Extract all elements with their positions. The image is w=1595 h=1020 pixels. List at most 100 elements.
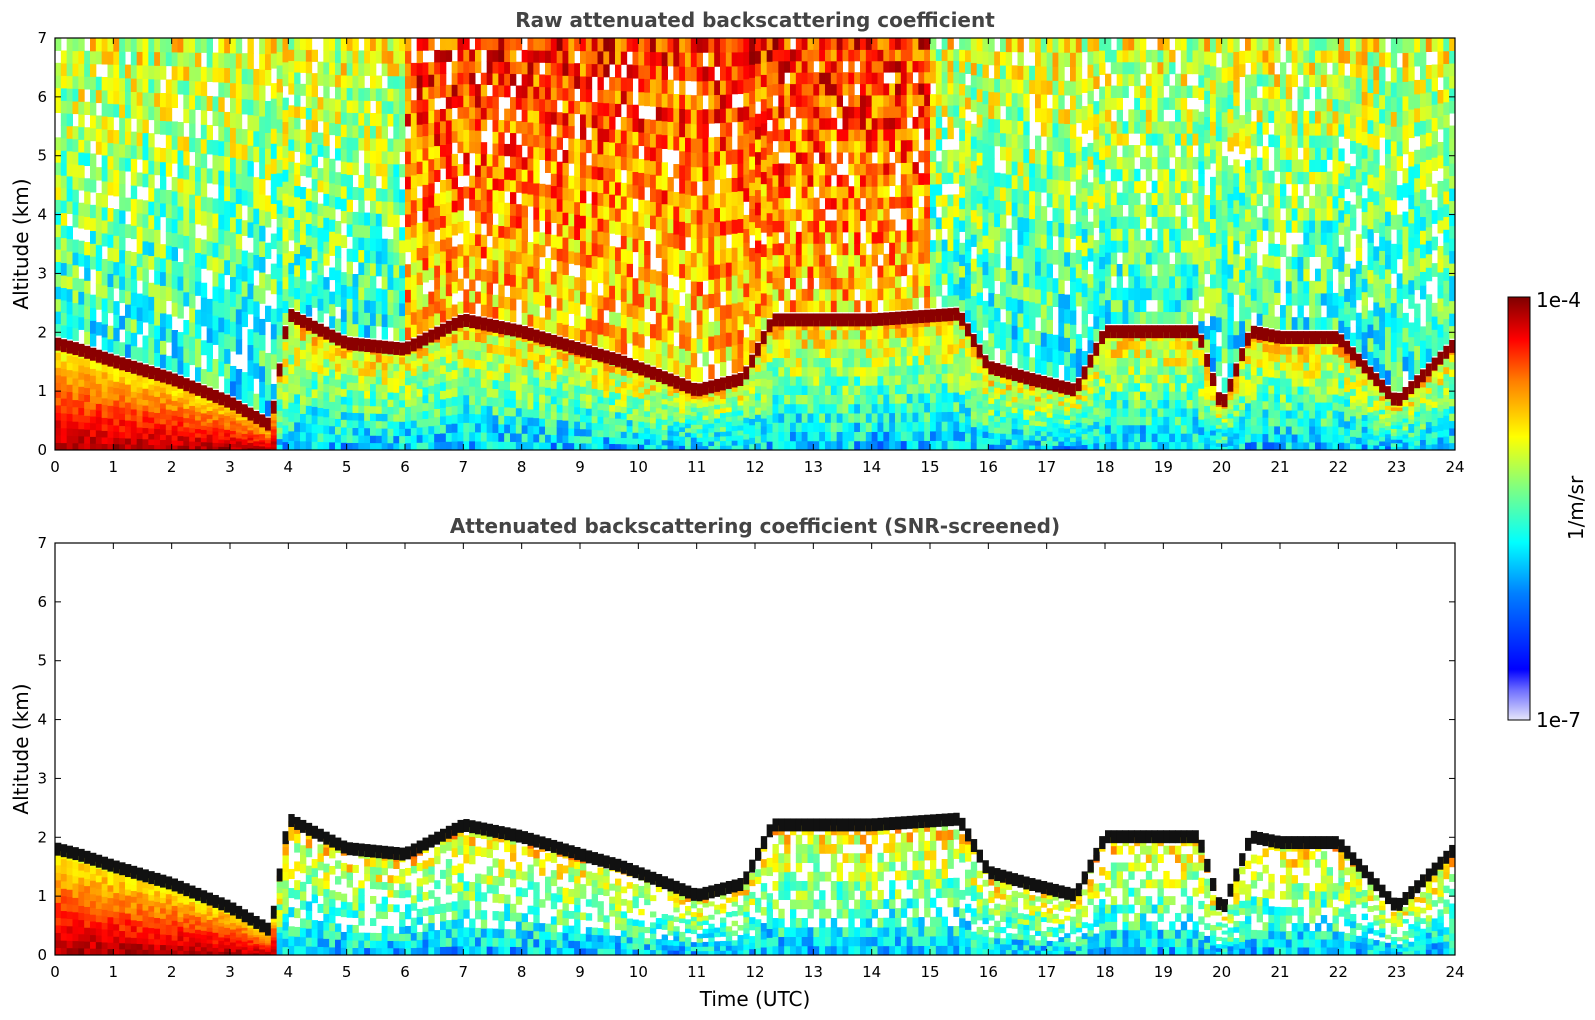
heatmap-cell: [690, 352, 698, 368]
heatmap-cell: [661, 79, 668, 94]
heatmap-cell: [492, 73, 499, 86]
heatmap-cell: [55, 236, 62, 250]
cloud-layer-cell: [673, 375, 680, 389]
heatmap-cell: [755, 407, 762, 415]
heatmap-cell: [591, 217, 598, 231]
cloud-layer-cell: [84, 345, 91, 359]
heatmap-cell: [206, 356, 213, 372]
heatmap-cell: [235, 434, 243, 439]
heatmap-cell: [848, 431, 855, 442]
heatmap-cell: [72, 327, 79, 341]
heatmap-cell: [807, 129, 814, 142]
heatmap-cell: [288, 335, 295, 346]
heatmap-cell: [370, 200, 377, 214]
heatmap-cell: [253, 422, 260, 426]
heatmap-cell: [189, 414, 196, 420]
heatmap-cell: [510, 132, 517, 145]
heatmap-cell: [323, 289, 330, 302]
heatmap-cell: [644, 159, 651, 174]
heatmap-cell: [311, 248, 318, 261]
heatmap-cell: [702, 445, 709, 450]
heatmap-cell: [405, 442, 412, 450]
heatmap-cell: [55, 404, 62, 413]
heatmap-cell: [813, 106, 820, 119]
heatmap-cell: [702, 428, 709, 434]
heatmap-cell: [253, 445, 260, 449]
heatmap-cell: [807, 231, 814, 244]
heatmap-cell: [428, 86, 435, 99]
heatmap-cell: [393, 239, 400, 253]
heatmap-cell: [469, 358, 476, 369]
heatmap-cell: [107, 234, 114, 248]
heatmap-cell: [294, 83, 301, 96]
heatmap-cell: [848, 38, 855, 50]
heatmap-cell: [416, 99, 423, 113]
heatmap-cell: [463, 232, 470, 245]
heatmap-cell: [778, 95, 785, 107]
heatmap-cell: [795, 329, 803, 340]
heatmap-cell: [247, 68, 254, 85]
heatmap-cell: [95, 167, 103, 181]
heatmap-cell: [95, 396, 103, 404]
heatmap-cell: [860, 431, 867, 442]
heatmap-cell: [206, 124, 213, 140]
heatmap-cell: [160, 120, 167, 135]
heatmap-cell: [72, 88, 79, 102]
heatmap-cell: [510, 49, 517, 63]
heatmap-cell: [55, 427, 62, 436]
heatmap-cell: [381, 355, 388, 363]
heatmap-cell: [440, 38, 447, 51]
heatmap-cell: [136, 239, 143, 254]
heatmap-cell: [766, 305, 773, 319]
heatmap-cell: [720, 234, 727, 250]
heatmap-cell: [445, 307, 453, 320]
heatmap-cell: [195, 80, 202, 96]
heatmap-cell: [125, 317, 132, 332]
heatmap-cell: [772, 83, 779, 96]
heatmap-cell: [650, 406, 657, 413]
heatmap-cell: [772, 117, 779, 130]
heatmap-cell: [165, 419, 173, 425]
heatmap-cell: [463, 367, 470, 377]
heatmap-cell: [440, 215, 447, 228]
heatmap-cell: [60, 225, 68, 239]
heatmap-cell: [655, 284, 663, 300]
heatmap-cell: [661, 355, 668, 370]
heatmap-cell: [317, 298, 324, 311]
heatmap-cell: [836, 440, 843, 450]
heatmap-cell: [422, 111, 429, 124]
heatmap-cell: [585, 114, 593, 128]
heatmap-cell: [673, 318, 680, 333]
heatmap-cell: [795, 49, 803, 62]
heatmap-cell: [696, 415, 703, 421]
heatmap-cell: [84, 203, 91, 218]
heatmap-cell: [510, 73, 517, 86]
heatmap-cell: [591, 408, 598, 417]
heatmap-cell: [422, 318, 429, 332]
heatmap-cell: [673, 426, 680, 432]
heatmap-cell: [399, 265, 406, 279]
heatmap-cell: [556, 223, 563, 237]
heatmap-cell: [440, 49, 447, 63]
heatmap-cell: [854, 376, 861, 386]
heatmap-cell: [148, 444, 155, 450]
heatmap-cell: [195, 66, 202, 82]
heatmap-cell: [521, 133, 528, 146]
heatmap-cell: [498, 354, 505, 364]
heatmap-cell: [72, 392, 79, 401]
heatmap-cell: [568, 361, 575, 370]
heatmap-cell: [288, 421, 295, 432]
heatmap-cell: [685, 441, 692, 447]
heatmap-cell: [230, 417, 237, 422]
cloud-layer-cell: [101, 351, 108, 365]
heatmap-cell: [562, 224, 569, 238]
heatmap-cell: [422, 394, 429, 404]
heatmap-cell: [130, 252, 138, 266]
heatmap-cell: [510, 364, 517, 374]
heatmap-cell: [720, 206, 727, 222]
heatmap-cell: [95, 410, 103, 418]
heatmap-cell: [259, 427, 266, 431]
heatmap-cell: [393, 138, 400, 152]
heatmap-cell: [463, 422, 470, 433]
heatmap-cell: [224, 111, 231, 128]
